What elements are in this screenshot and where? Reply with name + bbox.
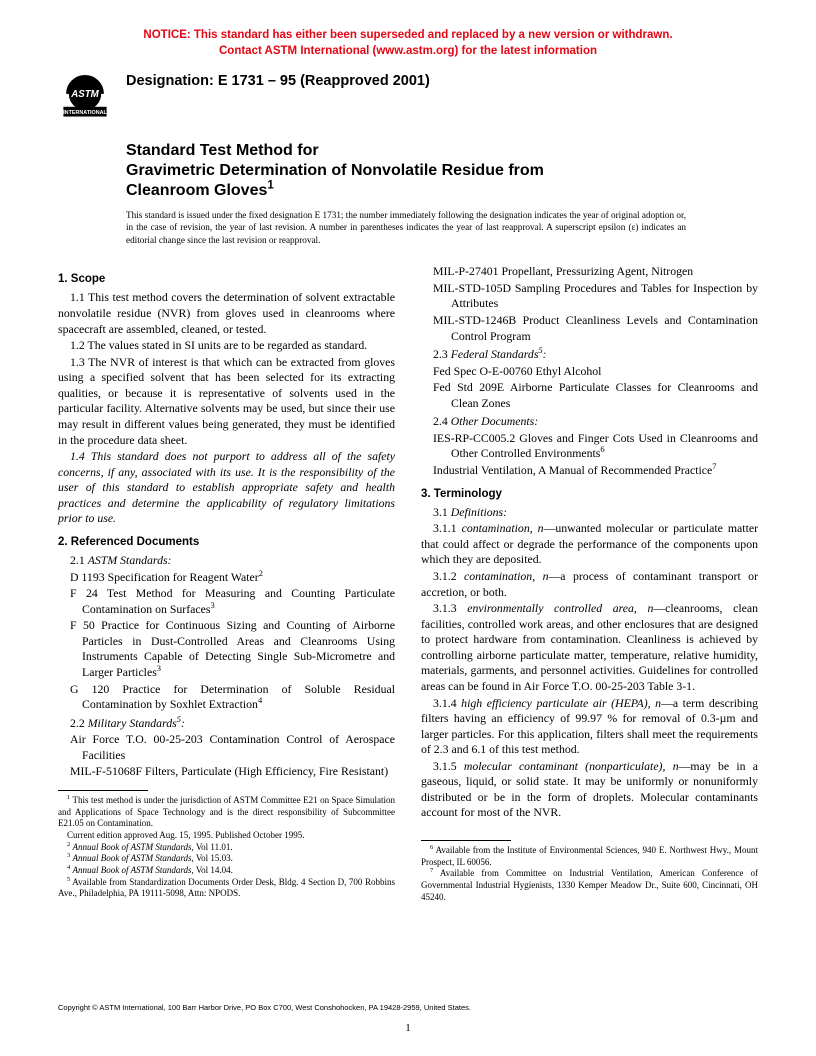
p-1-3: 1.3 The NVR of interest is that which ca… (58, 355, 395, 448)
ref-f24: F 24 Test Method for Measuring and Count… (58, 586, 395, 617)
columns: 1. Scope 1.1 This test method covers the… (58, 264, 758, 903)
ref-d1193: D 1193 Specification for Reagent Water2 (58, 570, 395, 586)
fn-7: 7 Available from Committee on Industrial… (421, 868, 758, 903)
p-1-4: 1.4 This standard does not purport to ad… (58, 449, 395, 527)
fn-2: 2 Annual Book of ASTM Standards, Vol 11.… (58, 842, 395, 854)
d-313: 3.1.3 environmentally controlled area, n… (421, 601, 758, 694)
h-2-1: 2.1 ASTM Standards: (58, 553, 395, 569)
issue-note: This standard is issued under the fixed … (126, 209, 686, 246)
title-block: Standard Test Method for Gravimetric Det… (126, 141, 758, 201)
refdocs-head: 2. Referenced Documents (58, 535, 395, 550)
col-left: 1. Scope 1.1 This test method covers the… (58, 264, 395, 903)
fn-5: 5 Available from Standardization Documen… (58, 877, 395, 900)
d-311: 3.1.1 contamination, n—unwanted molecula… (421, 521, 758, 568)
page: NOTICE: This standard has either been su… (0, 0, 816, 1056)
ref-iv: Industrial Ventilation, A Manual of Reco… (421, 463, 758, 479)
ref-aft: Air Force T.O. 00-25-203 Contamination C… (58, 732, 395, 763)
title-l2: Gravimetric Determination of Nonvolatile… (126, 162, 544, 179)
footnote-rule-right (421, 840, 511, 841)
ref-f50: F 50 Practice for Continuous Sizing and … (58, 618, 395, 680)
fn-4: 4 Annual Book of ASTM Standards, Vol 14.… (58, 865, 395, 877)
ref-mil1246: MIL-STD-1246B Product Cleanliness Levels… (421, 313, 758, 344)
title-l1: Standard Test Method for (126, 142, 319, 159)
p-1-2: 1.2 The values stated in SI units are to… (58, 338, 395, 354)
header: INTERNATIONAL ASTM Designation: E 1731 – … (58, 69, 758, 123)
page-number: 1 (0, 1022, 816, 1034)
h-2-4: 2.4 Other Documents: (421, 414, 758, 430)
ref-mil27401: MIL-P-27401 Propellant, Pressurizing Age… (421, 264, 758, 280)
ref-mil51068: MIL-F-51068F Filters, Particulate (High … (58, 764, 395, 780)
svg-text:ASTM: ASTM (70, 89, 99, 100)
fn-1b: Current edition approved Aug. 15, 1995. … (58, 830, 395, 842)
p-1-1: 1.1 This test method covers the determin… (58, 290, 395, 337)
ref-fed209: Fed Std 209E Airborne Particulate Classe… (421, 380, 758, 411)
d-315: 3.1.5 molecular contaminant (nonparticul… (421, 759, 758, 821)
copyright: Copyright © ASTM International, 100 Barr… (58, 1003, 758, 1012)
notice-banner: NOTICE: This standard has either been su… (58, 28, 758, 59)
astm-logo: INTERNATIONAL ASTM (58, 69, 112, 123)
h-2-2: 2.2 Military Standards5: (58, 716, 395, 732)
ref-fed760: Fed Spec O-E-00760 Ethyl Alcohol (421, 364, 758, 380)
ref-ies: IES-RP-CC005.2 Gloves and Finger Cots Us… (421, 431, 758, 462)
ref-g120: G 120 Practice for Determination of Solu… (58, 682, 395, 713)
fn-6: 6 Available from the Institute of Enviro… (421, 845, 758, 868)
h-2-3: 2.3 Federal Standards5: (421, 347, 758, 363)
term-head: 3. Terminology (421, 487, 758, 502)
scope-head: 1. Scope (58, 272, 395, 287)
footnote-rule-left (58, 790, 148, 791)
col-right: MIL-P-27401 Propellant, Pressurizing Age… (421, 264, 758, 903)
fn-1: 1 This test method is under the jurisdic… (58, 795, 395, 830)
title-l3: Cleanroom Gloves (126, 182, 267, 199)
notice-l2: Contact ASTM International (www.astm.org… (219, 45, 597, 57)
notice-l1: NOTICE: This standard has either been su… (143, 29, 672, 41)
svg-text:INTERNATIONAL: INTERNATIONAL (63, 110, 107, 116)
d-312: 3.1.2 contamination, n—a process of cont… (421, 569, 758, 600)
fn-3: 3 Annual Book of ASTM Standards, Vol 15.… (58, 853, 395, 865)
h-3-1: 3.1 Definitions: (421, 505, 758, 521)
ref-mil105d: MIL-STD-105D Sampling Procedures and Tab… (421, 281, 758, 312)
d-314: 3.1.4 high efficiency particulate air (H… (421, 696, 758, 758)
designation: Designation: E 1731 – 95 (Reapproved 200… (126, 73, 430, 89)
